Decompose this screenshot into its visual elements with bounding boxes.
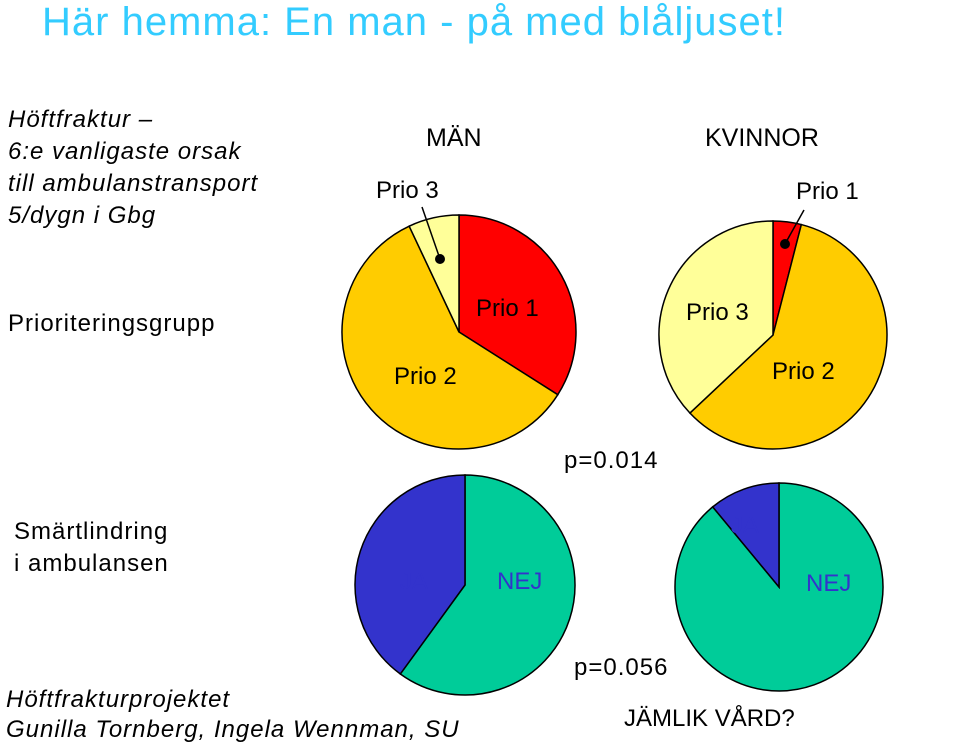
note-line: 6:e vanligaste orsak bbox=[8, 138, 242, 165]
equal-care-question: JÄMLIK VÅRD? bbox=[624, 705, 795, 732]
pie-label-prio-2: Prio 2 bbox=[772, 358, 835, 385]
priority-row-label: Prioriteringsgrupp bbox=[8, 310, 216, 337]
pie-slice-prio-2 bbox=[688, 223, 888, 450]
label-pointer-dot bbox=[435, 254, 445, 264]
label-pointer-line bbox=[784, 209, 805, 245]
pie-chart-4: NEJ JA bbox=[674, 482, 884, 692]
label-pointer-dot bbox=[780, 239, 790, 249]
pie-label-ja: JA bbox=[400, 568, 428, 595]
pie-slice-ja bbox=[711, 482, 780, 590]
pie-slice-prio-3 bbox=[658, 220, 774, 415]
pie-label-prio-3: Prio 3 bbox=[376, 177, 439, 204]
note-line: 5/dygn i Gbg bbox=[8, 202, 157, 229]
pie-label-nej: NEJ bbox=[806, 570, 851, 597]
pie-label-prio-3: Prio 3 bbox=[686, 299, 749, 326]
pain-row-label-line2: i ambulansen bbox=[14, 550, 169, 577]
men-header: MÄN bbox=[426, 124, 482, 152]
pie-label-nej: NEJ bbox=[497, 568, 542, 595]
pie-chart-2: Prio 1 Prio 2 Prio 3 bbox=[658, 178, 888, 450]
pie-label-prio-1: Prio 1 bbox=[796, 178, 859, 205]
project-name: Höftfrakturprojektet bbox=[6, 686, 231, 713]
note-line: Höftfraktur – bbox=[8, 106, 154, 133]
note-line: till ambulanstransport bbox=[8, 170, 259, 197]
label-pointer-line bbox=[421, 206, 441, 260]
pain-row-label-line1: Smärtlindring bbox=[14, 518, 169, 545]
pie-slice-prio-3 bbox=[408, 214, 460, 333]
pie-chart-1: Prio 1 Prio 2 Prio 3 bbox=[341, 177, 577, 450]
pie-label-prio-1: Prio 1 bbox=[476, 295, 539, 322]
slide-title: Här hemma: En man - på med blåljuset! bbox=[42, 0, 786, 44]
women-header: KVINNOR bbox=[705, 124, 819, 152]
pie-slice-prio-2 bbox=[341, 225, 559, 450]
pie-slice-nej bbox=[399, 474, 576, 696]
hip-fracture-note: Höftfraktur – 6:e vanligaste orsak till … bbox=[8, 104, 258, 232]
p-value-priority: p=0.014 bbox=[564, 447, 659, 474]
pie-slice-ja bbox=[354, 474, 466, 676]
pie-label-ja: JA bbox=[731, 512, 759, 539]
p-value-pain: p=0.056 bbox=[574, 654, 669, 681]
pie-label-prio-2: Prio 2 bbox=[394, 363, 457, 390]
pie-chart-3: NEJ JA bbox=[354, 474, 576, 696]
authors-line: Gunilla Tornberg, Ingela Wennman, SU bbox=[6, 716, 460, 743]
